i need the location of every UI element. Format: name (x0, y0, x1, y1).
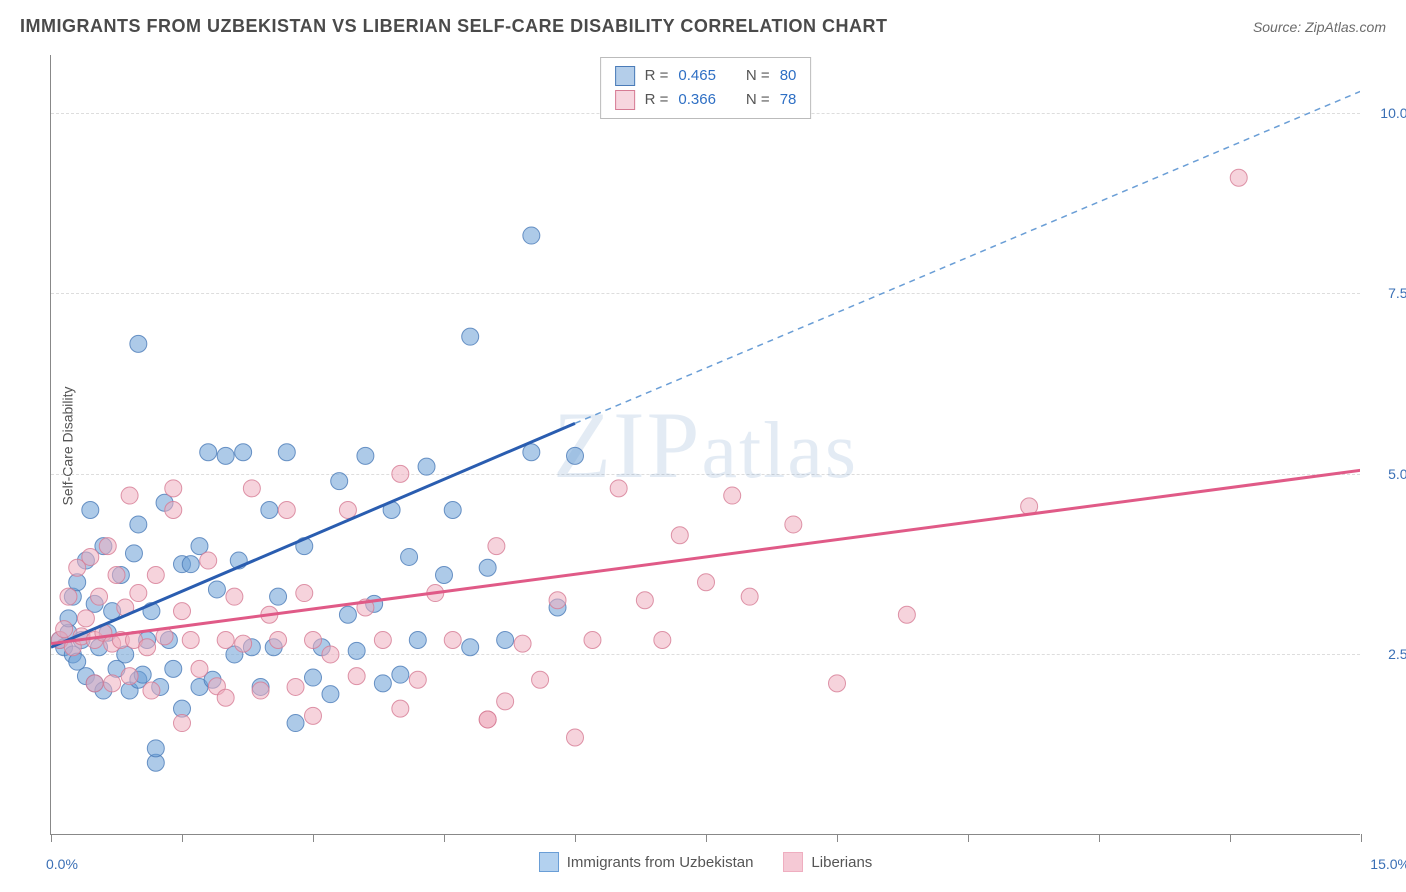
legend-row-series-a: R = 0.465 N = 80 (615, 64, 797, 88)
legend-item-series-b: Liberians (783, 852, 872, 872)
chart-plot-area: ZIPatlas R = 0.465 N = 80 R = 0.366 N = … (50, 55, 1360, 835)
chart-title: IMMIGRANTS FROM UZBEKISTAN VS LIBERIAN S… (20, 16, 887, 37)
xmax-label: 15.0% (1370, 856, 1406, 872)
swatch-series-b (615, 90, 635, 110)
y-tick-label: 5.0% (1365, 466, 1406, 482)
y-tick-label: 10.0% (1365, 105, 1406, 121)
swatch-icon (783, 852, 803, 872)
chart-header: IMMIGRANTS FROM UZBEKISTAN VS LIBERIAN S… (20, 16, 1386, 37)
scatter-svg (51, 55, 1360, 834)
series-legend: Immigrants from Uzbekistan Liberians (51, 852, 1360, 872)
swatch-icon (539, 852, 559, 872)
legend-row-series-b: R = 0.366 N = 78 (615, 88, 797, 112)
y-tick-label: 2.5% (1365, 646, 1406, 662)
correlation-legend: R = 0.465 N = 80 R = 0.366 N = 78 (600, 57, 812, 119)
swatch-series-a (615, 66, 635, 86)
legend-item-series-a: Immigrants from Uzbekistan (539, 852, 754, 872)
y-tick-label: 7.5% (1365, 285, 1406, 301)
origin-label: 0.0% (46, 856, 78, 872)
source-attribution: Source: ZipAtlas.com (1253, 19, 1386, 35)
